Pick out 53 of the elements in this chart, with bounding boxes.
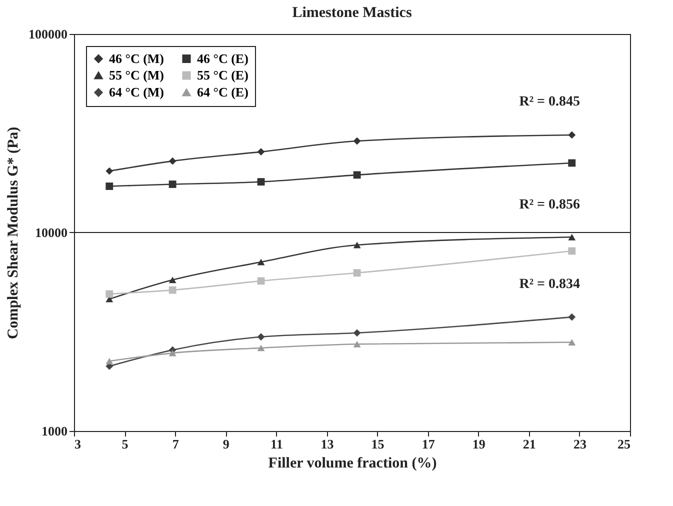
point: [353, 171, 361, 179]
point: [568, 159, 576, 167]
point: [353, 269, 361, 277]
point: [168, 180, 176, 188]
x-tick-label: 15: [371, 436, 385, 452]
point: [257, 333, 265, 341]
point: [257, 344, 265, 352]
annotation: R² = 0.856: [519, 198, 580, 213]
x-tick-label: 19: [472, 436, 486, 452]
legend-label: 55 °C (M): [109, 68, 164, 82]
point: [568, 131, 576, 139]
annotation: R² = 0.845: [519, 94, 580, 110]
x-tick-label: 9: [222, 436, 230, 452]
x-tick-label: 7: [172, 436, 180, 452]
point: [106, 290, 114, 298]
point: [257, 148, 265, 156]
legend-label: 64 °C (M): [109, 84, 164, 100]
annotation: R² = 0.834: [519, 277, 580, 292]
legend-label: 46 °C (E): [197, 50, 248, 66]
x-tick-label: 23: [573, 436, 587, 452]
point: [106, 167, 114, 175]
point: [106, 182, 114, 190]
x-tick-label: 21: [522, 436, 536, 452]
x-tick-label: 25: [618, 436, 631, 452]
point: [568, 247, 576, 255]
legend-label: 46 °C (M): [109, 50, 164, 66]
point: [168, 276, 176, 284]
y-axis-title: Complex Shear Modulus G* (Pa): [6, 126, 22, 340]
point: [568, 234, 576, 240]
point: [353, 340, 361, 348]
x-tick-label: 17: [422, 436, 436, 452]
y-tick-label: 100000: [28, 26, 68, 42]
x-axis-title: Filler volume fraction (%): [268, 456, 437, 472]
point: [168, 157, 176, 165]
point: [257, 178, 265, 186]
x-tick-label: 11: [270, 436, 283, 452]
point: [353, 242, 361, 248]
legend-label: 64 °C (E): [197, 84, 248, 100]
chart-title: Limestone Mastics: [292, 5, 412, 21]
point: [257, 258, 265, 266]
x-tick-label: 5: [122, 436, 129, 452]
point: [106, 358, 114, 364]
point: [168, 350, 176, 356]
y-tick-label: 10000: [35, 225, 68, 240]
point: [353, 137, 361, 145]
point: [568, 339, 576, 346]
point: [353, 329, 361, 337]
point: [168, 286, 176, 294]
point: [568, 313, 576, 321]
legend-label: 55 °C (E): [197, 68, 248, 82]
x-tick-label: 13: [320, 436, 334, 452]
y-tick-label: 1000: [42, 424, 68, 438]
x-tick-label: 3: [74, 436, 82, 452]
